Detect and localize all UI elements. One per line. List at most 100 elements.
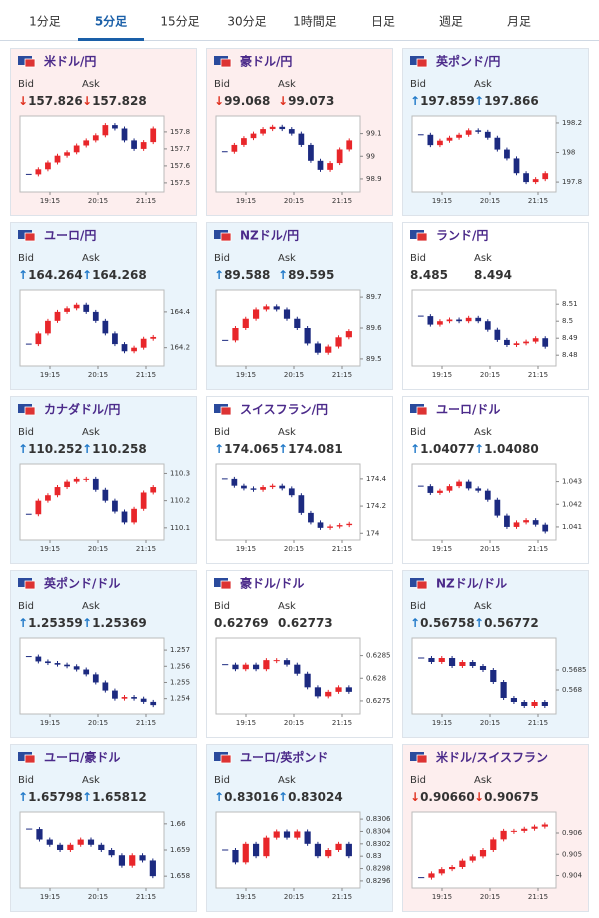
pair-name[interactable]: ユーロ/ドル — [436, 403, 500, 417]
bid-number: 0.62769 — [214, 616, 269, 630]
pair-name[interactable]: ランド/円 — [436, 229, 488, 243]
candle — [475, 317, 482, 322]
pair-name[interactable]: 米ドル/スイスフラン — [436, 750, 548, 765]
candle — [64, 152, 70, 156]
pair-name[interactable]: NZドル/ドル — [436, 577, 507, 591]
ask-value: ↑1.25369 — [82, 616, 147, 630]
x-tick-label: 19:15 — [40, 719, 60, 727]
pair-name[interactable]: NZドル/円 — [240, 229, 299, 243]
bid-number: 197.859 — [420, 94, 475, 108]
flag — [220, 754, 232, 764]
bid-label: Bid — [18, 775, 34, 786]
flag — [220, 580, 232, 590]
ask-label: Ask — [474, 253, 492, 264]
bid-value: ↓99.068 — [214, 94, 270, 108]
candle — [67, 844, 74, 850]
candle — [346, 523, 353, 526]
bid-number: 1.65798 — [28, 790, 83, 804]
ask-value: ↑0.83024 — [278, 790, 343, 804]
chart-area — [411, 115, 557, 193]
pair-name[interactable]: 豪ドル/円 — [240, 54, 292, 69]
y-tick-label: 0.568 — [562, 686, 582, 694]
candle — [92, 135, 99, 141]
candle — [428, 873, 435, 878]
y-tick-label: 0.83 — [366, 852, 382, 860]
y-tick-label: 0.904 — [562, 872, 583, 880]
y-tick-label: 0.5685 — [562, 666, 587, 674]
bid-arrow: ↑ — [214, 790, 224, 804]
pair-name[interactable]: スイスフラン/円 — [240, 403, 328, 417]
candle — [242, 843, 249, 863]
bid-label: Bid — [18, 79, 34, 90]
tab[interactable]: 5分足 — [95, 14, 127, 29]
x-tick-label: 20:15 — [480, 197, 500, 205]
ask-number: 1.25369 — [92, 616, 147, 630]
pair-name[interactable]: ユーロ/豪ドル — [44, 750, 120, 765]
pair-name[interactable]: 英ポンド/円 — [436, 54, 500, 69]
candle — [308, 512, 314, 523]
candle — [25, 513, 32, 515]
ask-number: 174.081 — [288, 442, 343, 456]
candle — [500, 682, 507, 698]
chart-area — [19, 463, 165, 541]
bid-number: 8.485 — [410, 268, 448, 282]
pair-name[interactable]: カナダドル/円 — [44, 402, 120, 417]
bid-arrow: ↑ — [18, 442, 28, 456]
x-tick-label: 20:15 — [284, 197, 304, 205]
ask-label: Ask — [82, 253, 100, 264]
pair-name[interactable]: 英ポンド/ドル — [44, 576, 120, 591]
candle — [131, 347, 137, 352]
flag — [416, 232, 428, 242]
tab[interactable]: 週足 — [439, 15, 463, 29]
candle — [283, 309, 291, 319]
candle — [121, 697, 128, 699]
candle — [150, 336, 157, 339]
y-tick-label: 0.905 — [562, 850, 582, 858]
bid-number: 174.065 — [224, 442, 279, 456]
flag — [24, 58, 36, 68]
candle — [121, 511, 128, 523]
candle — [484, 131, 491, 138]
tab[interactable]: 月足 — [507, 15, 531, 29]
candle — [346, 140, 353, 150]
tab[interactable]: 1時間足 — [293, 15, 337, 29]
candle — [446, 319, 453, 322]
tab[interactable]: 1分足 — [29, 15, 61, 29]
tab[interactable]: 日足 — [371, 15, 395, 29]
card[interactable]: ランド/円 Bid Ask 8.485 8.494 8.48 8.49 8.5 8.51 19:1… — [402, 222, 589, 390]
candle — [523, 520, 529, 523]
pair-name[interactable]: ユーロ/円 — [44, 229, 96, 243]
candle — [317, 522, 324, 528]
ask-number: 0.90675 — [484, 790, 539, 804]
card[interactable]: 豪ドル/ドル Bid Ask 0.62769 0.62773 0.6275 0.628 0.6… — [206, 570, 393, 738]
tab[interactable]: 15分足 — [160, 15, 199, 29]
candle — [35, 656, 42, 662]
tab[interactable]: 30分足 — [227, 15, 266, 29]
candle — [45, 320, 51, 334]
candle — [417, 315, 424, 317]
flag — [416, 580, 428, 590]
pair-name[interactable]: ユーロ/英ポンド — [240, 750, 328, 765]
candle — [221, 478, 228, 480]
pair-name[interactable]: 豪ドル/ドル — [240, 576, 304, 591]
bid-label: Bid — [410, 79, 426, 90]
candle — [241, 138, 247, 145]
pair-name[interactable]: 米ドル/円 — [44, 54, 96, 69]
y-tick-label: 99 — [366, 152, 375, 160]
candle — [283, 831, 291, 838]
candle — [438, 869, 445, 874]
candle — [140, 698, 147, 702]
